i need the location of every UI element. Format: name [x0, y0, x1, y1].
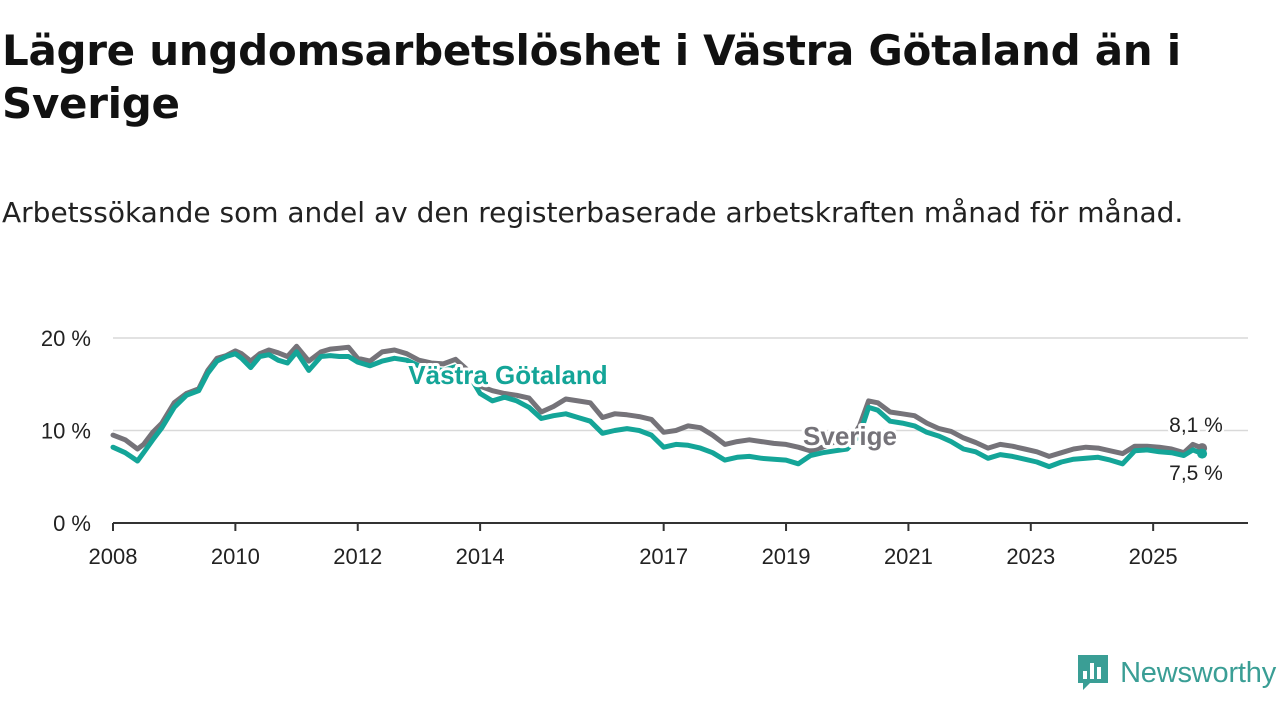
- y-tick-label: 20 %: [41, 326, 91, 351]
- x-tick-label: 2014: [456, 544, 505, 569]
- series-line-vastra-gotaland: [110, 349, 1205, 470]
- series-labels: Västra Götaland Sverige 8,1 % 7,5 %: [405, 357, 1225, 488]
- series-label-sverige: Sverige: [803, 421, 897, 451]
- y-tick-label: 0 %: [53, 511, 91, 536]
- series-lines: [110, 343, 1208, 470]
- series-line-sverige: [110, 343, 1205, 459]
- chart-subtitle: Arbetssökande som andel av den registerb…: [2, 196, 1184, 229]
- series-label-vastra-gotaland: Västra Götaland: [408, 360, 607, 390]
- brand-name: Newsworthy: [1120, 656, 1276, 689]
- x-tick-label: 2021: [884, 544, 933, 569]
- x-axis-ticks: 2008 2010 2012 2014 2017 2019 2021 2023 2025: [89, 523, 1178, 569]
- x-tick-label: 2008: [89, 544, 138, 569]
- end-value-label-sverige: 8,1 %: [1169, 414, 1223, 437]
- series-end-point-vastra-gotaland: [1197, 448, 1208, 459]
- x-tick-label: 2017: [639, 544, 688, 569]
- chart-title: Lägre ungdomsarbetslöshet i Västra Götal…: [2, 26, 1181, 128]
- x-tick-label: 2012: [333, 544, 382, 569]
- x-tick-label: 2023: [1006, 544, 1055, 569]
- line-chart: 0 % 10 % 20 % 2008 2010 2012 2014 2017 2019 2021…: [41, 326, 1248, 569]
- newsworthy-logo-icon: [1078, 655, 1109, 690]
- grid-lines: [113, 337, 1248, 432]
- x-tick-label: 2019: [762, 544, 811, 569]
- brand: Newsworthy: [1076, 652, 1276, 694]
- end-value-label-vastra-gotaland: 7,5 %: [1169, 462, 1223, 485]
- y-tick-label: 10 %: [41, 419, 91, 444]
- y-axis-tick-labels: 0 % 10 % 20 %: [41, 326, 91, 536]
- x-tick-label: 2025: [1129, 544, 1178, 569]
- x-tick-label: 2010: [211, 544, 260, 569]
